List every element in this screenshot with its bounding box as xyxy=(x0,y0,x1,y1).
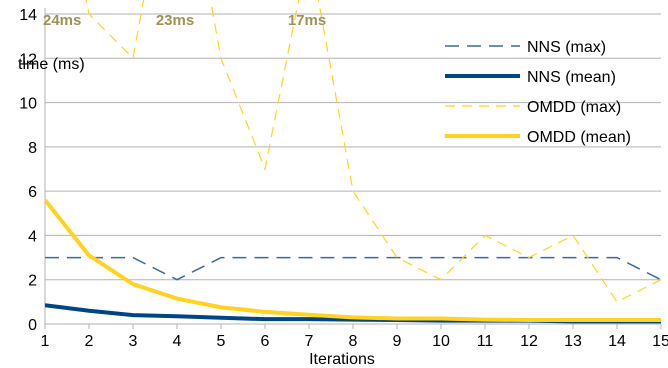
annotations: 24ms 23ms 17ms xyxy=(43,12,326,29)
peak-annotation: 23ms xyxy=(156,12,194,29)
x-axis-title: Iterations xyxy=(309,351,375,368)
legend-label-1: NNS (mean) xyxy=(527,69,616,86)
x-tick-label: 15 xyxy=(652,333,668,350)
series-line-2 xyxy=(85,0,661,303)
legend-label-2: OMDD (max) xyxy=(527,99,621,116)
series-layer xyxy=(45,0,661,324)
x-tick-label: 14 xyxy=(608,333,626,350)
peak-annotation: 24ms xyxy=(43,12,81,29)
y-tick-label: 2 xyxy=(28,273,37,290)
y-axis-title: time (ms) xyxy=(18,56,85,73)
x-tick-label: 2 xyxy=(85,333,94,350)
x-tick-label: 6 xyxy=(261,333,270,350)
y-tick-label: 8 xyxy=(28,140,37,157)
y-tick-label: 10 xyxy=(19,96,37,113)
x-tick-label: 5 xyxy=(217,333,226,350)
gridlines xyxy=(45,13,661,281)
x-tick-label: 1 xyxy=(41,333,50,350)
y-tick-label: 4 xyxy=(28,228,37,245)
series-line-3 xyxy=(45,198,661,323)
legend: NNS (max) NNS (mean) OMDD (max) OMDD (mean) xyxy=(445,39,631,146)
x-tick-label: 4 xyxy=(173,333,182,350)
y-tick-label: 6 xyxy=(28,184,37,201)
x-tick-label: 12 xyxy=(520,333,538,350)
x-tick-label: 8 xyxy=(349,333,358,350)
y-tick-label: 14 xyxy=(19,7,37,24)
x-tick-label: 9 xyxy=(393,333,402,350)
x-tick-label: 7 xyxy=(305,333,314,350)
legend-label-3: OMDD (mean) xyxy=(527,129,631,146)
y-axis-ticks: 0 2 4 6 8 10 12 14 xyxy=(19,7,37,334)
x-axis-ticks: 1 2 3 4 5 6 7 8 9 10 11 12 13 14 15 xyxy=(41,324,668,350)
x-tick-label: 10 xyxy=(432,333,450,350)
legend-label-0: NNS (max) xyxy=(527,39,606,56)
x-tick-label: 13 xyxy=(564,333,582,350)
x-tick-label: 3 xyxy=(129,333,138,350)
series-line-0 xyxy=(45,256,661,281)
y-tick-label: 0 xyxy=(28,317,37,334)
x-tick-label: 11 xyxy=(477,333,494,350)
y-tick-label: 12 xyxy=(19,51,37,68)
peak-annotation: 17ms xyxy=(288,12,326,29)
